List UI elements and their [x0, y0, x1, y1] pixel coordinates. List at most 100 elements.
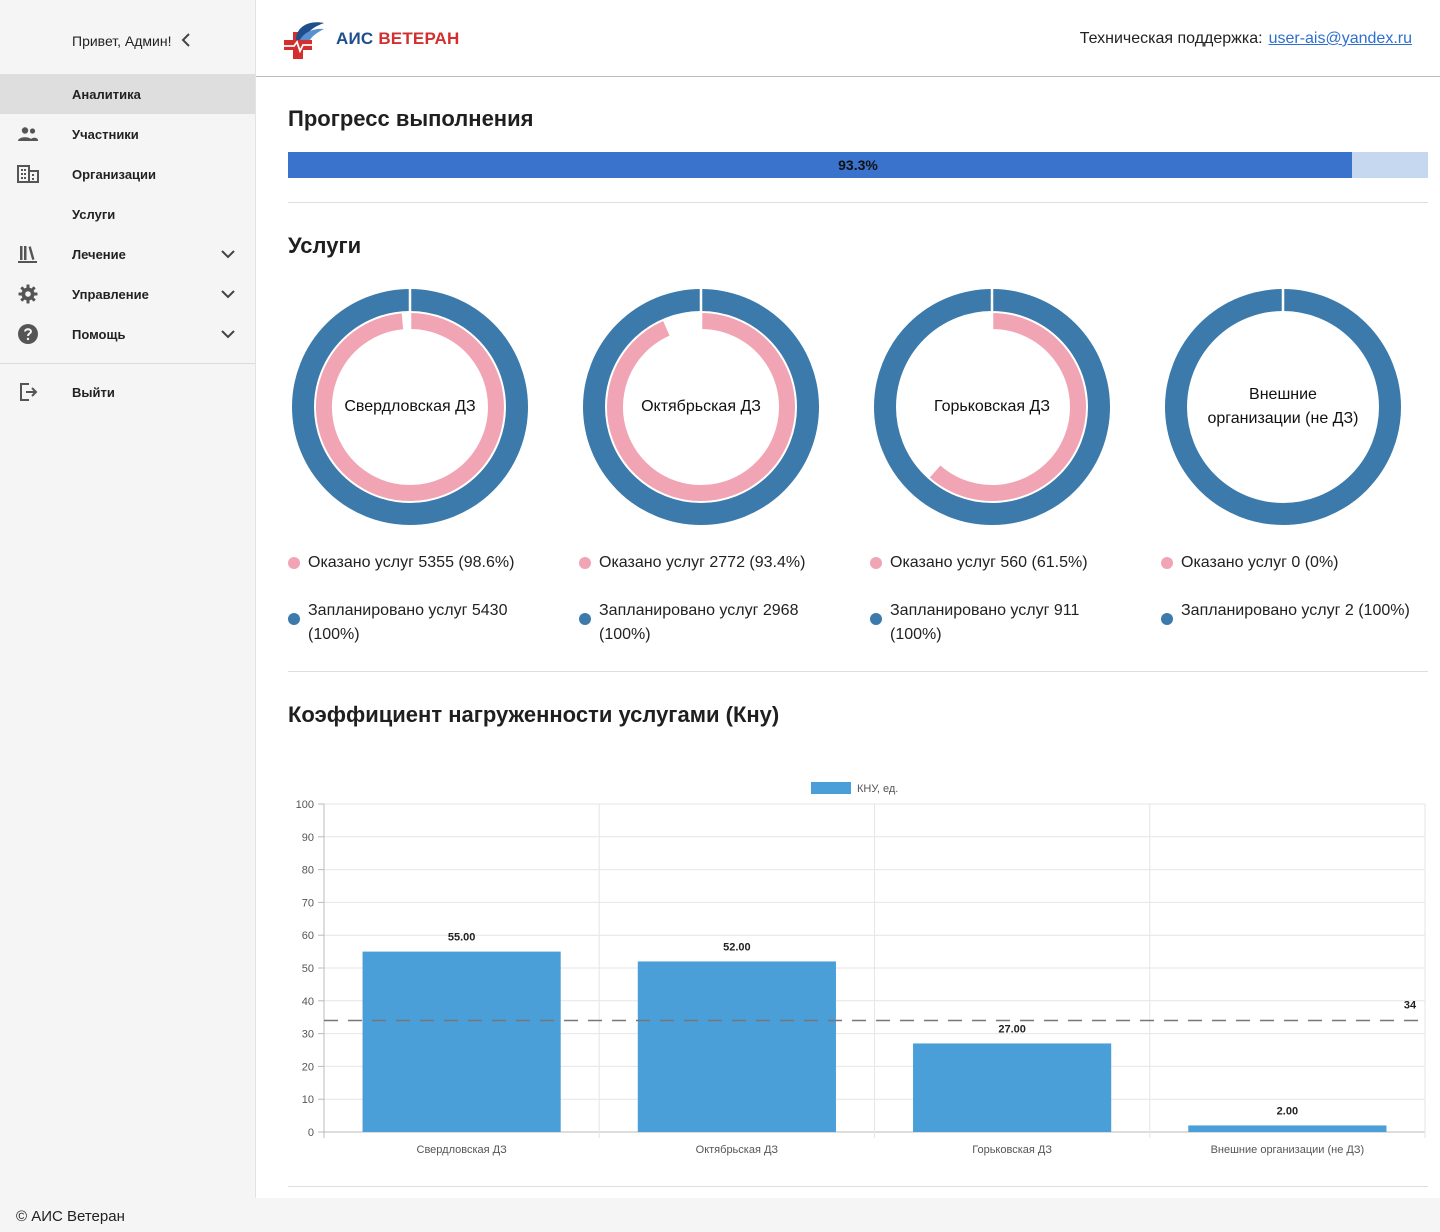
chart-legend: КНУ, ед. — [811, 782, 898, 795]
y-tick-label: 100 — [296, 799, 314, 811]
x-tick-label: Октябрьская ДЗ — [696, 1144, 779, 1156]
sidebar-item-label: Организации — [72, 166, 157, 182]
services-title: Услуги — [288, 233, 362, 258]
legend-text: Оказано услуг 5355 (98.6%) — [308, 554, 515, 571]
donut-done-arc — [316, 313, 504, 501]
building-icon — [17, 164, 39, 184]
y-tick-label: 10 — [302, 1094, 314, 1106]
legend-text: Запланировано услуг 5430 (100%) — [308, 602, 508, 643]
sidebar-item-management[interactable]: Управление — [0, 274, 255, 314]
sidebar-item-label: Лечение — [72, 246, 126, 262]
collapse-sidebar-button[interactable]: Привет, Админ! — [72, 32, 191, 50]
y-tick-label: 60 — [302, 930, 314, 942]
footer-copyright: © АИС Ветеран — [16, 1208, 125, 1225]
app-logo[interactable]: АИС ВЕТЕРАН — [282, 18, 459, 60]
gear-icon — [17, 284, 39, 304]
x-tick-label: Горьковская ДЗ — [972, 1144, 1052, 1156]
sidebar-item-help[interactable]: Помощь — [0, 314, 255, 354]
section-divider — [288, 1186, 1428, 1187]
legend-item-done: Оказано услуг 0 (0%) — [1161, 551, 1421, 575]
y-tick-label: 30 — [302, 1029, 314, 1041]
legend-text: Оказано услуг 0 (0%) — [1181, 554, 1339, 571]
sidebar-item-label: Участники — [72, 126, 139, 142]
greeting-text: Привет, Админ! — [72, 33, 172, 49]
support-contact: Техническая поддержка: user-ais@yandex.ru — [1080, 30, 1412, 48]
donut-label: Горьковская ДЗ — [934, 398, 1050, 415]
legend-item-done: Оказано услуг 560 (61.5%) — [870, 551, 1130, 575]
progress-title: Прогресс выполнения — [288, 106, 534, 131]
legend-dot-planned — [870, 613, 882, 625]
footer: © АИС Ветеран — [0, 1198, 1440, 1232]
support-email-link[interactable]: user-ais@yandex.ru — [1268, 30, 1412, 47]
top-header: АИС ВЕТЕРАН Техническая поддержка: user-a… — [256, 0, 1440, 77]
legend-label: КНУ, ед. — [857, 783, 898, 795]
legend-text: Оказано услуг 2772 (93.4%) — [599, 554, 806, 571]
progress-bar: 93.3% — [288, 152, 1428, 178]
bar-value-label: 27.00 — [998, 1023, 1026, 1035]
bar-value-label: 2.00 — [1277, 1105, 1298, 1117]
y-tick-label: 90 — [302, 832, 314, 844]
x-tick-label: Свердловская ДЗ — [417, 1144, 508, 1156]
y-tick-label: 0 — [308, 1127, 314, 1139]
kny-title: Коэффициент нагруженности услугами (Кну) — [288, 702, 780, 727]
legend-text: Запланировано услуг 2968 (100%) — [599, 602, 799, 643]
support-label: Техническая поддержка: — [1079, 30, 1263, 47]
legend-item-planned: Запланировано услуг 2 (100%) — [1161, 599, 1421, 625]
y-tick-label: 80 — [302, 865, 314, 877]
bar-value-label: 55.00 — [448, 932, 476, 944]
legend-item-planned: Запланировано услуг 911 (100%) — [870, 599, 1130, 647]
donut-chart-gorkovsky: Горьковская ДЗ — [872, 287, 1112, 527]
sidebar-item-label: Помощь — [72, 326, 126, 342]
people-icon — [17, 124, 39, 144]
progress-bar-fill — [288, 152, 1352, 178]
bar — [1188, 1125, 1387, 1132]
donut-legend: Оказано услуг 2772 (93.4%) Запланировано… — [579, 551, 839, 647]
y-tick-label: 70 — [302, 897, 314, 909]
donut-label: Внешние организации (не ДЗ) — [1207, 386, 1359, 427]
y-tick-label: 40 — [302, 996, 314, 1008]
chevron-left-icon — [181, 32, 191, 50]
donut-label: Октябрьская ДЗ — [641, 398, 761, 415]
logout-button[interactable]: Выйти — [0, 372, 255, 412]
sidebar-item-treatment[interactable]: Лечение — [0, 234, 255, 274]
sidebar-item-services[interactable]: Услуги — [0, 194, 255, 234]
chevron-down-icon[interactable] — [220, 326, 236, 342]
donut-legend: Оказано услуг 0 (0%) Запланировано услуг… — [1161, 551, 1421, 625]
section-divider — [288, 202, 1428, 203]
library-icon — [17, 244, 39, 264]
donut-chart-external: Внешние организации (не ДЗ) — [1163, 287, 1403, 527]
sidebar-item-label: Управление — [72, 286, 149, 302]
logout-icon — [17, 382, 39, 402]
sidebar-item-label: Услуги — [72, 206, 116, 222]
section-divider — [288, 671, 1428, 672]
legend-dot-planned — [288, 613, 300, 625]
legend-dot-done — [870, 557, 882, 569]
legend-dot-done — [288, 557, 300, 569]
y-tick-label: 50 — [302, 963, 314, 975]
donut-svg — [1165, 287, 1401, 525]
sidebar-item-analytics[interactable]: Аналитика — [0, 74, 255, 114]
logo-text: АИС ВЕТЕРАН — [336, 29, 459, 49]
legend-text: Запланировано услуг 2 (100%) — [1181, 602, 1410, 619]
donut-done-arc — [929, 313, 1086, 501]
legend-item-planned: Запланировано услуг 2968 (100%) — [579, 599, 839, 647]
legend-dot-planned — [1161, 613, 1173, 625]
chevron-down-icon[interactable] — [220, 286, 236, 302]
sidebar-item-participants[interactable]: Участники — [0, 114, 255, 154]
sidebar-nav: Аналитика Участники Организации Услуги — [0, 74, 255, 412]
chevron-down-icon[interactable] — [220, 246, 236, 262]
donut-svg — [292, 287, 528, 525]
y-tick-label: 20 — [302, 1061, 314, 1073]
donut-done-arc — [607, 313, 795, 501]
legend-item-done: Оказано услуг 2772 (93.4%) — [579, 551, 839, 575]
legend-dot-done — [579, 557, 591, 569]
legend-dot-planned — [579, 613, 591, 625]
legend-item-planned: Запланировано услуг 5430 (100%) — [288, 599, 548, 647]
sidebar: Привет, Админ! Аналитика Участники Орган… — [0, 0, 256, 1198]
help-icon — [17, 324, 39, 344]
donut-svg — [874, 287, 1110, 525]
sidebar-item-organizations[interactable]: Организации — [0, 154, 255, 194]
legend-text: Оказано услуг 560 (61.5%) — [890, 554, 1088, 571]
donut-label: Свердловская ДЗ — [344, 398, 476, 415]
